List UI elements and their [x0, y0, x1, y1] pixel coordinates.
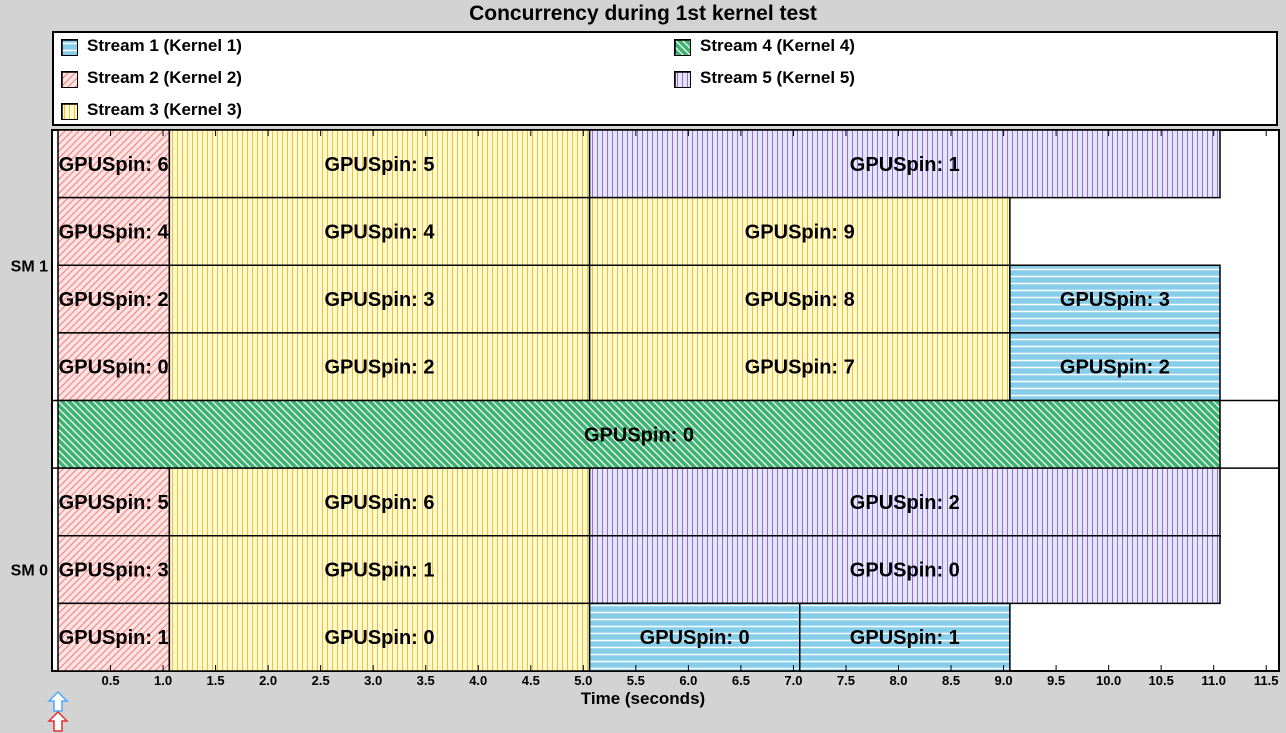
- legend-swatch-stream-1: [61, 39, 78, 56]
- x-tick-label: 1.0: [154, 673, 172, 688]
- block-label: GPUSpin: 5: [59, 492, 169, 514]
- timeline-block: [168, 602, 591, 672]
- block-label: GPUSpin: 3: [324, 289, 434, 311]
- timeline-block: [1009, 332, 1221, 402]
- x-tick-label: 2.0: [259, 673, 277, 688]
- timeline-block: [588, 196, 1011, 266]
- legend: Stream 1 (Kernel 1) Stream 2 (Kernel 2) …: [52, 31, 1278, 126]
- x-tick-label: 11.5: [1254, 673, 1279, 688]
- x-tick-label: 1.5: [207, 673, 225, 688]
- timeline-block: [57, 129, 171, 199]
- timeline-block: [57, 602, 171, 672]
- timeline-block: [168, 535, 591, 605]
- x-tick-label: 10.0: [1096, 673, 1121, 688]
- x-tick-label: 10.5: [1149, 673, 1174, 688]
- timeline-block: [588, 535, 1221, 605]
- lane-label: SM 1: [11, 258, 48, 275]
- legend-swatch-stream-5: [674, 71, 691, 88]
- block-label: GPUSpin: 1: [850, 627, 960, 649]
- timeline-block: [168, 129, 591, 199]
- block-label: GPUSpin: 6: [324, 492, 434, 514]
- timeline-block: [57, 399, 1221, 469]
- x-tick-label: 7.5: [837, 673, 855, 688]
- block-label: GPUSpin: 5: [324, 154, 434, 176]
- timeline-block: [798, 602, 1011, 672]
- timeline-block: [588, 129, 1221, 199]
- timeline-block: [168, 467, 591, 537]
- x-tick-label: 4.5: [522, 673, 540, 688]
- x-tick-label: 11.0: [1201, 673, 1226, 688]
- legend-label-stream-1: Stream 1 (Kernel 1): [87, 36, 242, 55]
- x-tick-label: 4.0: [469, 673, 487, 688]
- block-label: GPUSpin: 9: [745, 221, 855, 243]
- block-label: GPUSpin: 3: [1060, 289, 1170, 311]
- x-tick-label: 5.0: [574, 673, 592, 688]
- x-tick-label: 3.5: [417, 673, 435, 688]
- legend-swatch-stream-3: [61, 103, 78, 120]
- release-arrow-icon: [47, 690, 69, 712]
- x-axis-label: Time (seconds): [581, 689, 705, 708]
- block-label: GPUSpin: 6: [59, 154, 169, 176]
- block-label: GPUSpin: 2: [850, 492, 960, 514]
- block-label: GPUSpin: 1: [850, 154, 960, 176]
- release-arrow-icon: [47, 710, 69, 732]
- block-label: GPUSpin: 0: [584, 424, 694, 446]
- x-tick-label: 6.0: [679, 673, 697, 688]
- legend-label-stream-5: Stream 5 (Kernel 5): [700, 68, 855, 87]
- block-label: GPUSpin: 1: [59, 627, 169, 649]
- x-tick-label: 8.5: [942, 673, 960, 688]
- timeline-block: [588, 467, 1221, 537]
- timeline-block: [57, 467, 171, 537]
- x-tick-label: 8.0: [889, 673, 907, 688]
- legend-label-stream-2: Stream 2 (Kernel 2): [87, 68, 242, 87]
- x-tick-label: 5.5: [627, 673, 645, 688]
- timeline-block: [57, 535, 171, 605]
- timeline-block: [57, 332, 171, 402]
- block-label: GPUSpin: 0: [850, 560, 960, 582]
- timeline-block: [1009, 264, 1221, 334]
- x-tick-label: 9.5: [1047, 673, 1065, 688]
- block-label: GPUSpin: 7: [745, 357, 855, 379]
- x-tick-label: 7.0: [784, 673, 802, 688]
- block-label: GPUSpin: 4: [324, 221, 435, 243]
- timeline-block: [588, 602, 801, 672]
- block-label: GPUSpin: 0: [640, 627, 750, 649]
- block-label: GPUSpin: 8: [745, 289, 855, 311]
- x-tick-label: 0.5: [101, 673, 119, 688]
- legend-label-stream-4: Stream 4 (Kernel 4): [700, 36, 855, 55]
- block-label: GPUSpin: 2: [1060, 357, 1170, 379]
- legend-swatch-stream-4: [674, 39, 691, 56]
- legend-label-stream-3: Stream 3 (Kernel 3): [87, 100, 242, 119]
- x-tick-label: 3.0: [364, 673, 382, 688]
- x-tick-label: 9.0: [995, 673, 1013, 688]
- lane-label: SM 0: [11, 563, 48, 580]
- block-label: GPUSpin: 3: [59, 560, 169, 582]
- block-label: GPUSpin: 2: [59, 289, 169, 311]
- block-label: GPUSpin: 4: [59, 221, 170, 243]
- chart-title: Concurrency during 1st kernel test: [469, 2, 817, 25]
- legend-swatch-stream-2: [61, 71, 78, 88]
- timeline-block: [57, 264, 171, 334]
- block-label: GPUSpin: 0: [324, 627, 434, 649]
- block-label: GPUSpin: 2: [324, 357, 434, 379]
- x-tick-label: 6.5: [732, 673, 750, 688]
- x-tick-label: 2.5: [312, 673, 330, 688]
- block-label: GPUSpin: 1: [324, 560, 434, 582]
- block-label: GPUSpin: 0: [59, 357, 169, 379]
- timeline-block: [168, 196, 591, 266]
